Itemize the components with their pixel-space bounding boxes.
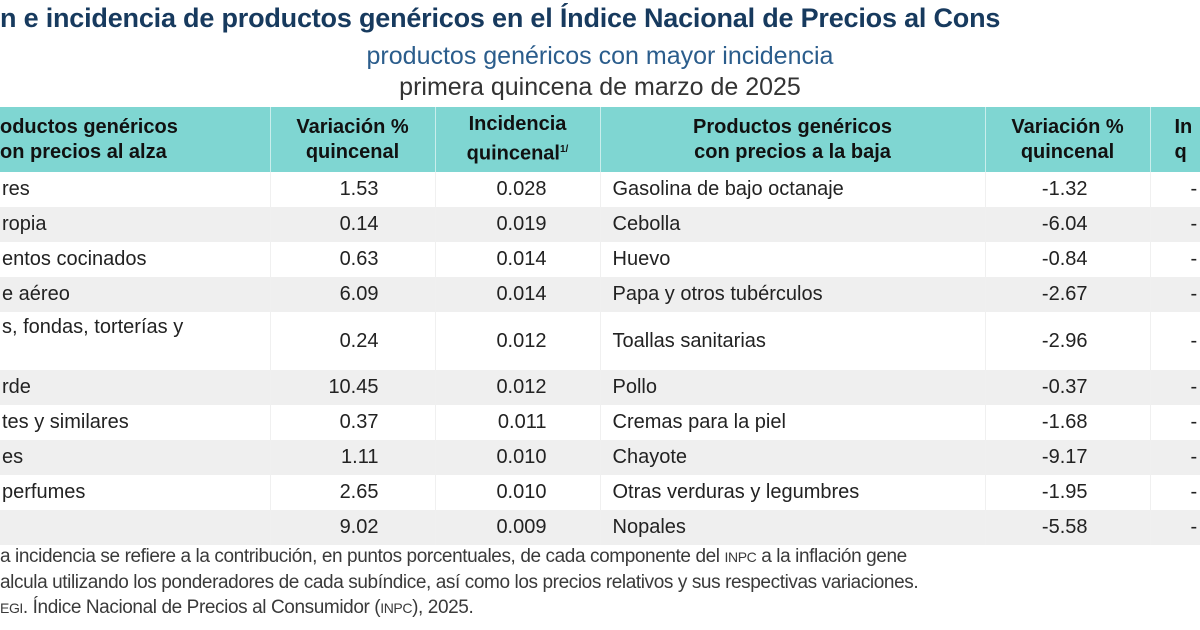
up-product-name: entos cocinados xyxy=(0,242,271,277)
table-row: res 1.53 0.028 Gasolina de bajo octanaje -1.… xyxy=(0,172,1200,207)
down-incidence: - xyxy=(1150,510,1200,545)
period-text: primera quincena de marzo de 2025 xyxy=(399,73,801,101)
down-variation: -1.68 xyxy=(985,405,1151,440)
down-variation: -5.58 xyxy=(985,510,1151,545)
up-incidence: 0.014 xyxy=(435,277,601,312)
down-incidence: - xyxy=(1150,440,1200,475)
down-variation: -0.84 xyxy=(985,242,1151,277)
down-variation: -9.17 xyxy=(985,440,1151,475)
up-variation: 9.02 xyxy=(270,510,436,545)
down-product-name: Toallas sanitarias xyxy=(600,312,986,370)
table-title: n e incidencia de productos genéricos en… xyxy=(0,3,1001,33)
down-variation: -2.67 xyxy=(985,277,1151,312)
up-variation: 0.37 xyxy=(270,405,436,440)
up-product-name xyxy=(0,510,271,545)
table-row: e aéreo 6.09 0.014 Papa y otros tubérculos -… xyxy=(0,277,1200,312)
up-product-name: res xyxy=(0,172,271,207)
header-down-variation: Variación % quincenal xyxy=(985,107,1151,172)
up-variation: 1.11 xyxy=(270,440,436,475)
source-note: EGI. Índice Nacional de Precios al Consu… xyxy=(0,597,474,618)
table-row: s, fondas, torterías y 0.24 0.012 Toallas s… xyxy=(0,312,1200,370)
table-period: primera quincena de marzo de 2025 xyxy=(0,73,1200,102)
down-incidence: - xyxy=(1150,172,1200,207)
header-up-variation: Variación % quincenal xyxy=(270,107,436,172)
table-row: entos cocinados 0.63 0.014 Huevo -0.84- xyxy=(0,242,1200,277)
table-row: tes y similares 0.37 0.011 Cremas para la p… xyxy=(0,405,1200,440)
down-incidence: - xyxy=(1150,207,1200,242)
header-up-incidence: Incidencia quincenal1/ xyxy=(435,107,601,172)
table-row: es 1.11 0.010 Chayote -9.17- xyxy=(0,440,1200,475)
up-product-name: e aéreo xyxy=(0,277,271,312)
down-incidence: - xyxy=(1150,405,1200,440)
down-variation: -2.96 xyxy=(985,312,1151,370)
up-incidence: 0.014 xyxy=(435,242,601,277)
up-incidence: 0.019 xyxy=(435,207,601,242)
up-variation: 0.24 xyxy=(270,312,436,370)
up-incidence: 0.010 xyxy=(435,475,601,510)
up-product-name: perfumes xyxy=(0,475,271,510)
up-product-name: s, fondas, torterías y xyxy=(0,312,271,370)
down-product-name: Huevo xyxy=(600,242,986,277)
incidence-table: oductos genéricos on precios al alza Vari… xyxy=(0,107,1200,545)
down-variation: -1.32 xyxy=(985,172,1151,207)
down-incidence: - xyxy=(1150,370,1200,405)
up-incidence: 0.009 xyxy=(435,510,601,545)
footnote-1: a incidencia se refiere a la contribució… xyxy=(0,546,907,567)
down-incidence: - xyxy=(1150,475,1200,510)
down-variation: -6.04 xyxy=(985,207,1151,242)
up-incidence: 0.012 xyxy=(435,370,601,405)
up-variation: 6.09 xyxy=(270,277,436,312)
footnote-2: alcula utilizando los ponderadores de ca… xyxy=(0,572,919,593)
up-product-name: rde xyxy=(0,370,271,405)
down-product-name: Cremas para la piel xyxy=(600,405,986,440)
table-row: rde 10.45 0.012 Pollo -0.37- xyxy=(0,370,1200,405)
down-incidence: - xyxy=(1150,242,1200,277)
up-variation: 1.53 xyxy=(270,172,436,207)
up-product-name: es xyxy=(0,440,271,475)
up-variation: 2.65 xyxy=(270,475,436,510)
down-product-name: Papa y otros tubérculos xyxy=(600,277,986,312)
down-product-name: Cebolla xyxy=(600,207,986,242)
down-product-name: Pollo xyxy=(600,370,986,405)
down-incidence: - xyxy=(1150,277,1200,312)
table-subtitle: productos genéricos con mayor incidencia xyxy=(0,42,1200,71)
down-product-name: Nopales xyxy=(600,510,986,545)
up-product-name: ropia xyxy=(0,207,271,242)
down-variation: -0.37 xyxy=(985,370,1151,405)
up-variation: 10.45 xyxy=(270,370,436,405)
down-product-name: Chayote xyxy=(600,440,986,475)
up-product-name: tes y similares xyxy=(0,405,271,440)
down-variation: -1.95 xyxy=(985,475,1151,510)
table-header-row: oductos genéricos on precios al alza Vari… xyxy=(0,107,1200,172)
up-incidence: 0.012 xyxy=(435,312,601,370)
up-incidence: 0.011 xyxy=(435,405,601,440)
up-incidence: 0.010 xyxy=(435,440,601,475)
header-up-products: oductos genéricos on precios al alza xyxy=(0,107,271,172)
up-variation: 0.14 xyxy=(270,207,436,242)
down-incidence: - xyxy=(1150,312,1200,370)
up-incidence: 0.028 xyxy=(435,172,601,207)
table-row: 9.02 0.009 Nopales -5.58- xyxy=(0,510,1200,545)
table-row: perfumes 2.65 0.010 Otras verduras y legumb… xyxy=(0,475,1200,510)
subtitle-text: productos genéricos con mayor incidencia xyxy=(366,42,834,70)
up-variation: 0.63 xyxy=(270,242,436,277)
header-down-products: Productos genéricos con precios a la baja xyxy=(600,107,986,172)
down-product-name: Otras verduras y legumbres xyxy=(600,475,986,510)
header-down-incidence: In q xyxy=(1150,107,1200,172)
table-row: ropia 0.14 0.019 Cebolla -6.04- xyxy=(0,207,1200,242)
down-product-name: Gasolina de bajo octanaje xyxy=(600,172,986,207)
